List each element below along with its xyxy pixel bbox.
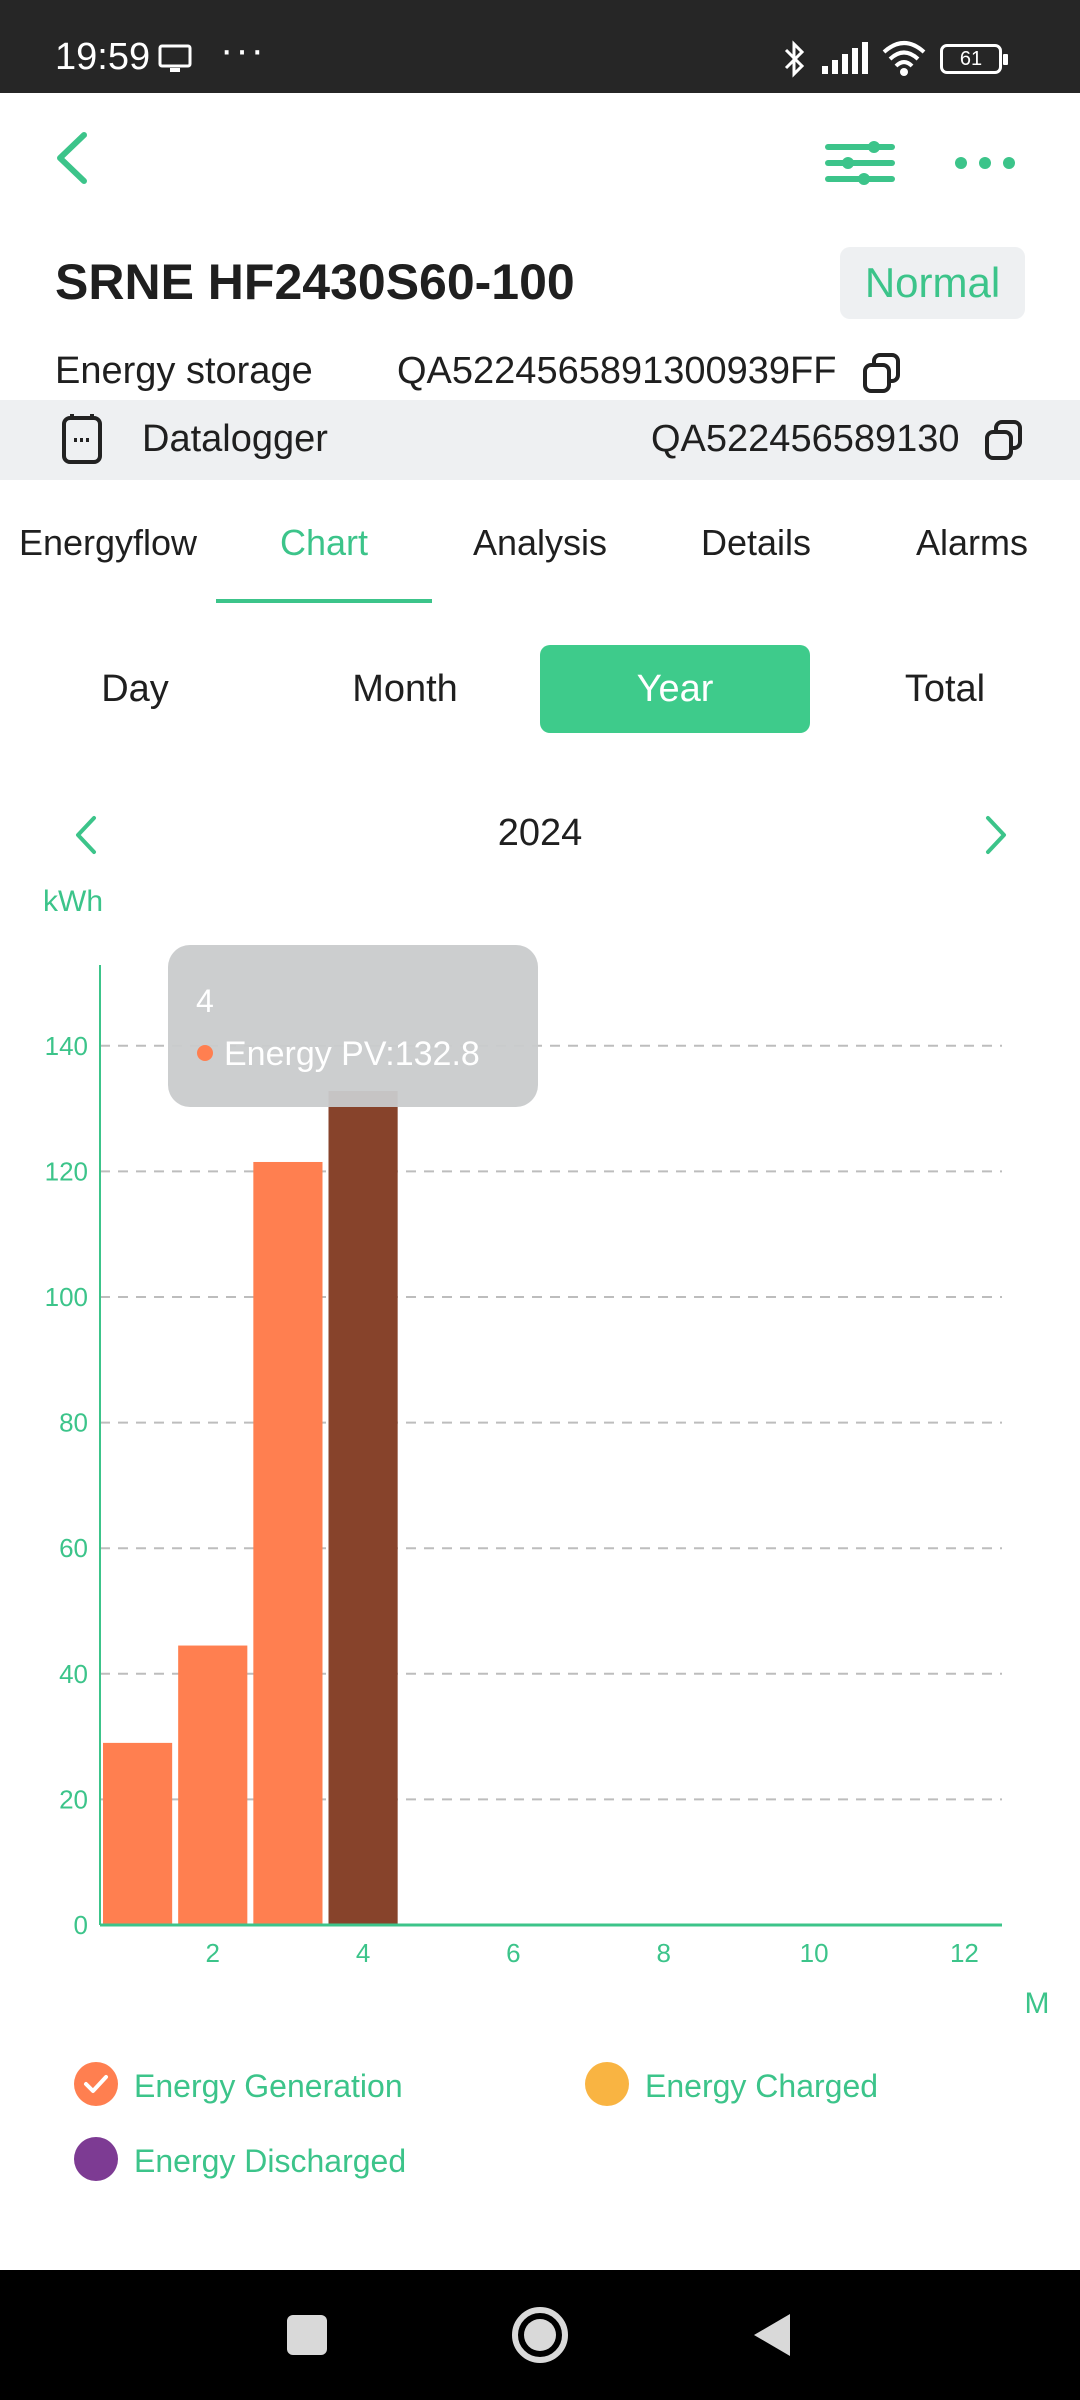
y-tick-label: 60 [59,1533,88,1563]
wifi-icon [882,41,926,76]
y-tick-label: 80 [59,1408,88,1438]
period-selector: Day Month Year Total [0,645,1080,733]
legend-discharged-label: Energy Discharged [134,2143,407,2179]
bar-month-4[interactable] [328,1091,398,1925]
tooltip-series-dot-icon [197,1045,213,1061]
y-axis-unit-label: kWh [43,885,103,918]
datalogger-icon [58,412,106,473]
back-button[interactable] [48,123,108,193]
legend-generation-check-icon [74,2062,118,2106]
chevron-left-icon [57,132,87,184]
datalogger-label: Datalogger [142,418,328,460]
x-axis-unit-label: M [1025,1987,1050,2020]
tooltip-title: 4 [196,983,214,1019]
x-tick-label: 2 [206,1938,220,1968]
energy-storage-row: Energy storage QA5224565891300939FF [0,340,1080,400]
y-tick-label: 40 [59,1659,88,1689]
x-tick-label: 8 [657,1938,671,1968]
next-year-button[interactable] [970,808,1020,862]
previous-year-button[interactable] [62,808,112,862]
year-navigator: 2024 [0,800,1080,870]
device-title: SRNE HF2430S60-100 [55,254,575,310]
chart-legend: Energy Generation Energy Charged Energy … [0,2060,1080,2210]
period-total-button[interactable]: Total [904,668,986,710]
status-time: 19:59 [55,36,151,78]
status-overflow-icon: ··· [220,28,266,72]
filter-button[interactable] [820,133,900,193]
chevron-right-icon [986,816,1006,854]
recents-square-icon [287,2315,327,2355]
period-month-button[interactable]: Month [352,668,458,710]
home-circle-icon [512,2307,568,2363]
tooltip-value: Energy PV:132.8 [224,1035,480,1073]
signal-icon [822,42,868,74]
tab-analysis[interactable]: Analysis [472,522,608,563]
active-tab-indicator [216,599,432,603]
period-day-button[interactable]: Day [101,668,169,710]
legend-generation-label: Energy Generation [134,2068,403,2104]
x-tick-label: 6 [506,1938,520,1968]
status-badge: Normal [840,247,1025,319]
copy-datalogger-serial-icon[interactable] [982,418,1026,462]
back-nav-button[interactable] [738,2300,808,2370]
battery-level: 61 [959,48,983,70]
bar-month-2[interactable] [178,1645,248,1925]
bar-month-1[interactable] [103,1742,173,1925]
tab-bar: Energyflow Chart Analysis Details Alarms [0,480,1080,605]
screen-cast-icon [158,44,192,79]
period-year-button[interactable]: Year [540,645,810,733]
x-tick-label: 12 [950,1938,979,1968]
legend-charged-label: Energy Charged [645,2068,879,2104]
chart-tooltip-box [168,945,538,1107]
home-button[interactable] [505,2300,575,2370]
bar-month-3[interactable] [253,1161,323,1925]
chevron-left-icon [76,816,96,854]
energy-storage-label: Energy storage [55,350,313,392]
legend-charged-dot-icon [585,2062,629,2106]
sliders-icon [825,141,895,185]
datalogger-serial: QA522456589130 [651,418,960,460]
status-bar: 19:59 ··· 61 [0,0,1080,93]
back-triangle-icon [754,2314,790,2356]
x-tick-label: 10 [800,1938,829,1968]
y-tick-label: 100 [45,1282,88,1312]
datalogger-row: Datalogger QA522456589130 [0,400,1080,480]
copy-storage-serial-icon[interactable] [860,351,904,395]
y-tick-label: 140 [45,1031,88,1061]
year-label: 2024 [497,812,583,854]
app-bar [0,93,1080,223]
recents-button[interactable] [272,2300,342,2370]
battery-icon: 61 [940,44,1008,74]
y-tick-label: 20 [59,1784,88,1814]
tab-chart[interactable]: Chart [279,522,369,563]
x-tick-label: 4 [356,1938,370,1968]
more-options-button[interactable] [950,133,1020,193]
energy-storage-serial: QA5224565891300939FF [397,350,837,392]
bluetooth-icon [784,40,805,78]
tab-alarms[interactable]: Alarms [915,522,1028,563]
energy-bar-chart[interactable]: kWh 0 20 40 60 80 100 120 140 2 4 6 8 10 12 M 4 Energy PV… [0,880,1080,2030]
legend-discharged-dot-icon [74,2137,118,2181]
system-navigation-bar [0,2270,1080,2400]
y-tick-label: 0 [74,1910,88,1940]
tab-energyflow[interactable]: Energyflow [18,522,198,563]
more-dots-icon [955,157,1015,169]
y-tick-label: 120 [45,1156,88,1186]
tab-details[interactable]: Details [700,522,812,563]
